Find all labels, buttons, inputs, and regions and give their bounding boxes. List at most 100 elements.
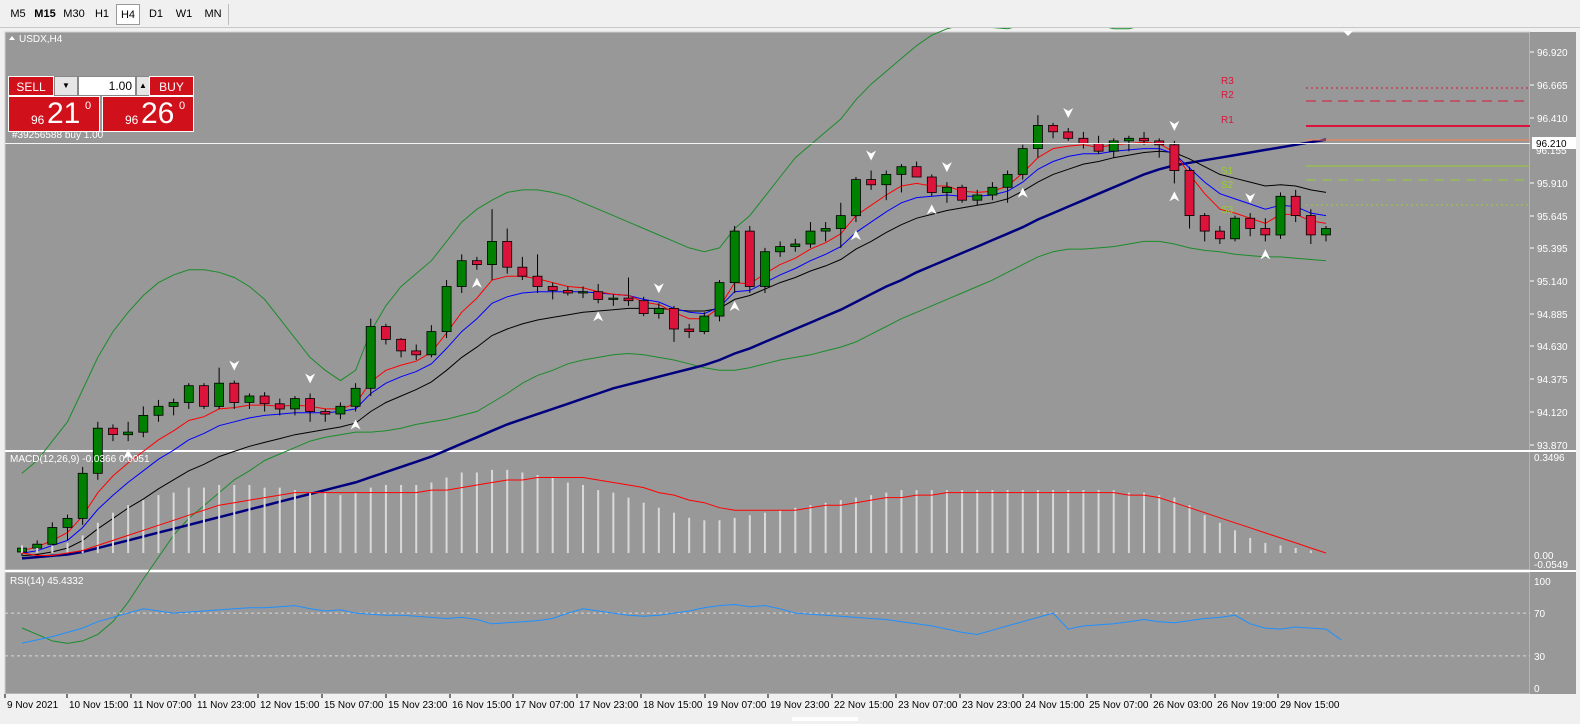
candle[interactable]	[1260, 218, 1271, 242]
candle[interactable]	[1184, 166, 1195, 229]
candle[interactable]	[729, 225, 740, 293]
candle[interactable]	[1033, 115, 1043, 158]
timeframe-d1-button[interactable]: D1	[148, 8, 164, 20]
candle[interactable]	[1290, 189, 1301, 223]
buy-button[interactable]: BUY	[149, 76, 194, 96]
candle[interactable]	[274, 398, 285, 416]
candle[interactable]	[760, 247, 770, 293]
timeframe-w1-button[interactable]: W1	[175, 8, 193, 20]
time-scroll-thumb[interactable]	[792, 717, 858, 721]
sell-button[interactable]: SELL	[8, 76, 54, 96]
ask-price-button[interactable]: 96 26 0	[102, 96, 194, 132]
candle[interactable]	[1063, 128, 1074, 141]
scroll-marker-icon[interactable]	[1343, 31, 1353, 36]
candle[interactable]	[547, 282, 558, 300]
candle[interactable]	[335, 402, 346, 420]
candle[interactable]	[365, 318, 376, 397]
candle[interactable]	[259, 392, 270, 412]
bid-price-button[interactable]: 96 21 0	[8, 96, 100, 132]
candle[interactable]	[1139, 131, 1149, 145]
candle[interactable]	[411, 344, 422, 360]
candle[interactable]	[699, 312, 710, 335]
candle[interactable]	[744, 225, 755, 293]
candle[interactable]	[199, 383, 209, 409]
main-chart-panel[interactable]	[4, 31, 1531, 452]
candle[interactable]	[1321, 225, 1331, 242]
candle[interactable]	[380, 323, 391, 345]
candle[interactable]	[92, 421, 103, 480]
timeframe-m30-button[interactable]: M30	[63, 8, 85, 20]
candle[interactable]	[835, 202, 846, 248]
candle[interactable]	[942, 182, 952, 203]
candle[interactable]	[714, 280, 725, 322]
candle[interactable]	[502, 228, 513, 274]
candle[interactable]	[987, 182, 998, 201]
candle[interactable]	[183, 383, 194, 409]
timeframe-m5-button[interactable]: M5	[10, 8, 26, 20]
candle[interactable]	[229, 380, 240, 409]
candle[interactable]	[471, 256, 482, 270]
timeframe-mn-button[interactable]: MN	[204, 8, 222, 20]
collapse-triangle-icon[interactable]	[9, 36, 15, 40]
timeframe-h4-button[interactable]: H4	[116, 4, 140, 25]
candle[interactable]	[1169, 140, 1180, 184]
candle[interactable]	[669, 305, 679, 342]
rsi-panel[interactable]	[4, 571, 1531, 695]
candle[interactable]	[563, 286, 573, 296]
candle[interactable]	[775, 241, 785, 257]
candle[interactable]	[653, 303, 664, 319]
candle[interactable]	[1245, 213, 1256, 237]
candle[interactable]	[305, 393, 316, 422]
timeframe-m15-button[interactable]: M15	[34, 8, 56, 20]
candle[interactable]	[578, 286, 588, 299]
candle[interactable]	[289, 396, 300, 416]
candle[interactable]	[1275, 192, 1286, 239]
timeframe-h1-button[interactable]: H1	[94, 8, 110, 20]
candle[interactable]	[608, 294, 619, 306]
lot-dropdown-button[interactable]: ▼	[54, 76, 78, 96]
candle[interactable]	[62, 514, 73, 541]
candle[interactable]	[1230, 215, 1240, 242]
candle[interactable]	[896, 164, 907, 193]
lot-size-input[interactable]: 1.00	[78, 76, 136, 96]
candle[interactable]	[532, 254, 543, 293]
candle[interactable]	[487, 209, 497, 281]
candle[interactable]	[244, 393, 255, 409]
candle[interactable]	[426, 325, 437, 358]
candle[interactable]	[396, 338, 407, 358]
candle[interactable]	[866, 170, 876, 190]
candle[interactable]	[1108, 138, 1119, 158]
candle[interactable]	[1002, 170, 1013, 203]
candle[interactable]	[851, 176, 861, 223]
candle[interactable]	[153, 399, 164, 422]
candle[interactable]	[926, 174, 937, 197]
candle[interactable]	[790, 238, 801, 252]
candle[interactable]	[441, 280, 452, 339]
candle[interactable]	[623, 277, 634, 306]
candle[interactable]	[77, 466, 88, 525]
candle[interactable]	[123, 421, 133, 442]
candle[interactable]	[168, 398, 179, 416]
candle[interactable]	[1048, 122, 1058, 139]
candle[interactable]	[638, 296, 649, 317]
candle[interactable]	[47, 522, 58, 550]
candle[interactable]	[972, 189, 983, 206]
candle[interactable]	[805, 222, 816, 248]
candle[interactable]	[1199, 213, 1210, 242]
candle[interactable]	[1305, 209, 1316, 244]
candle[interactable]	[456, 254, 467, 293]
candle[interactable]	[820, 222, 831, 242]
candle[interactable]	[957, 184, 967, 203]
candle[interactable]	[214, 367, 225, 409]
candle[interactable]	[593, 283, 604, 304]
candle[interactable]	[108, 424, 118, 442]
candle[interactable]	[320, 408, 331, 422]
candle[interactable]	[517, 256, 528, 281]
candle[interactable]	[138, 406, 149, 438]
candle[interactable]	[1215, 225, 1225, 244]
candle[interactable]	[1017, 144, 1028, 180]
candle[interactable]	[350, 383, 361, 412]
candle[interactable]	[881, 170, 892, 201]
candle[interactable]	[1154, 138, 1165, 158]
